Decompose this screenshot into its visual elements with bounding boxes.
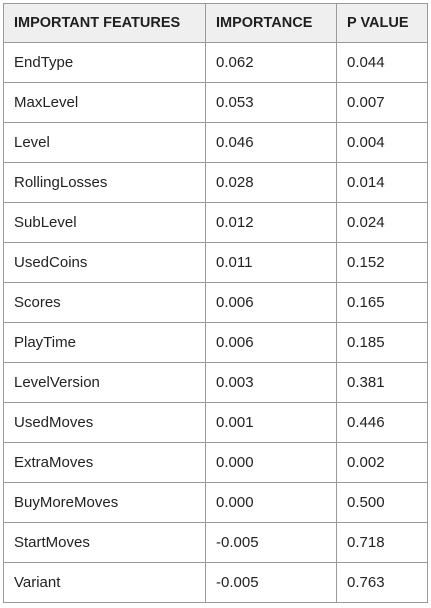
importance-cell: 0.012	[205, 202, 337, 243]
p-value-cell: 0.044	[336, 42, 428, 83]
feature-cell: LevelVersion	[3, 362, 206, 403]
p-value-cell: 0.002	[336, 442, 428, 483]
feature-importance-table-container: IMPORTANT FEATURES IMPORTANCE P VALUE En…	[3, 3, 428, 603]
p-value-cell: 0.007	[336, 82, 428, 123]
importance-cell: 0.006	[205, 282, 337, 323]
table-row: Scores 0.006 0.165	[3, 282, 428, 323]
p-value-cell: 0.152	[336, 242, 428, 283]
importance-cell: 0.011	[205, 242, 337, 283]
importance-cell: 0.062	[205, 42, 337, 83]
importance-cell: 0.001	[205, 402, 337, 443]
p-value-cell: 0.004	[336, 122, 428, 163]
p-value-cell: 0.500	[336, 482, 428, 523]
table-row: BuyMoreMoves 0.000 0.500	[3, 482, 428, 523]
table-row: Level 0.046 0.004	[3, 122, 428, 163]
header-important-features: IMPORTANT FEATURES	[3, 3, 206, 43]
feature-cell: UsedCoins	[3, 242, 206, 283]
feature-cell: EndType	[3, 42, 206, 83]
table-header: IMPORTANT FEATURES IMPORTANCE P VALUE	[3, 3, 428, 43]
feature-cell: SubLevel	[3, 202, 206, 243]
importance-cell: -0.005	[205, 522, 337, 563]
p-value-cell: 0.165	[336, 282, 428, 323]
feature-cell: UsedMoves	[3, 402, 206, 443]
importance-cell: 0.053	[205, 82, 337, 123]
p-value-cell: 0.014	[336, 162, 428, 203]
feature-cell: Variant	[3, 562, 206, 603]
table-row: StartMoves -0.005 0.718	[3, 522, 428, 563]
p-value-cell: 0.763	[336, 562, 428, 603]
table-row: LevelVersion 0.003 0.381	[3, 362, 428, 403]
importance-cell: 0.003	[205, 362, 337, 403]
table-row: UsedCoins 0.011 0.152	[3, 242, 428, 283]
p-value-cell: 0.024	[336, 202, 428, 243]
table-row: SubLevel 0.012 0.024	[3, 202, 428, 243]
table-row: MaxLevel 0.053 0.007	[3, 82, 428, 123]
importance-cell: 0.028	[205, 162, 337, 203]
header-importance: IMPORTANCE	[205, 3, 337, 43]
p-value-cell: 0.718	[336, 522, 428, 563]
feature-cell: Level	[3, 122, 206, 163]
importance-cell: 0.046	[205, 122, 337, 163]
importance-cell: -0.005	[205, 562, 337, 603]
feature-cell: Scores	[3, 282, 206, 323]
table-row: RollingLosses 0.028 0.014	[3, 162, 428, 203]
importance-cell: 0.000	[205, 442, 337, 483]
feature-cell: BuyMoreMoves	[3, 482, 206, 523]
importance-cell: 0.006	[205, 322, 337, 363]
feature-cell: PlayTime	[3, 322, 206, 363]
feature-cell: MaxLevel	[3, 82, 206, 123]
table-row: ExtraMoves 0.000 0.002	[3, 442, 428, 483]
table-row: Variant -0.005 0.763	[3, 562, 428, 603]
p-value-cell: 0.185	[336, 322, 428, 363]
p-value-cell: 0.381	[336, 362, 428, 403]
feature-cell: StartMoves	[3, 522, 206, 563]
feature-cell: RollingLosses	[3, 162, 206, 203]
table-row: UsedMoves 0.001 0.446	[3, 402, 428, 443]
table-row: PlayTime 0.006 0.185	[3, 322, 428, 363]
feature-importance-table: IMPORTANT FEATURES IMPORTANCE P VALUE En…	[3, 3, 428, 603]
feature-cell: ExtraMoves	[3, 442, 206, 483]
p-value-cell: 0.446	[336, 402, 428, 443]
table-body: EndType 0.062 0.044 MaxLevel 0.053 0.007…	[3, 42, 428, 603]
table-row: EndType 0.062 0.044	[3, 42, 428, 83]
header-p-value: P VALUE	[336, 3, 428, 43]
header-row: IMPORTANT FEATURES IMPORTANCE P VALUE	[3, 3, 428, 43]
importance-cell: 0.000	[205, 482, 337, 523]
